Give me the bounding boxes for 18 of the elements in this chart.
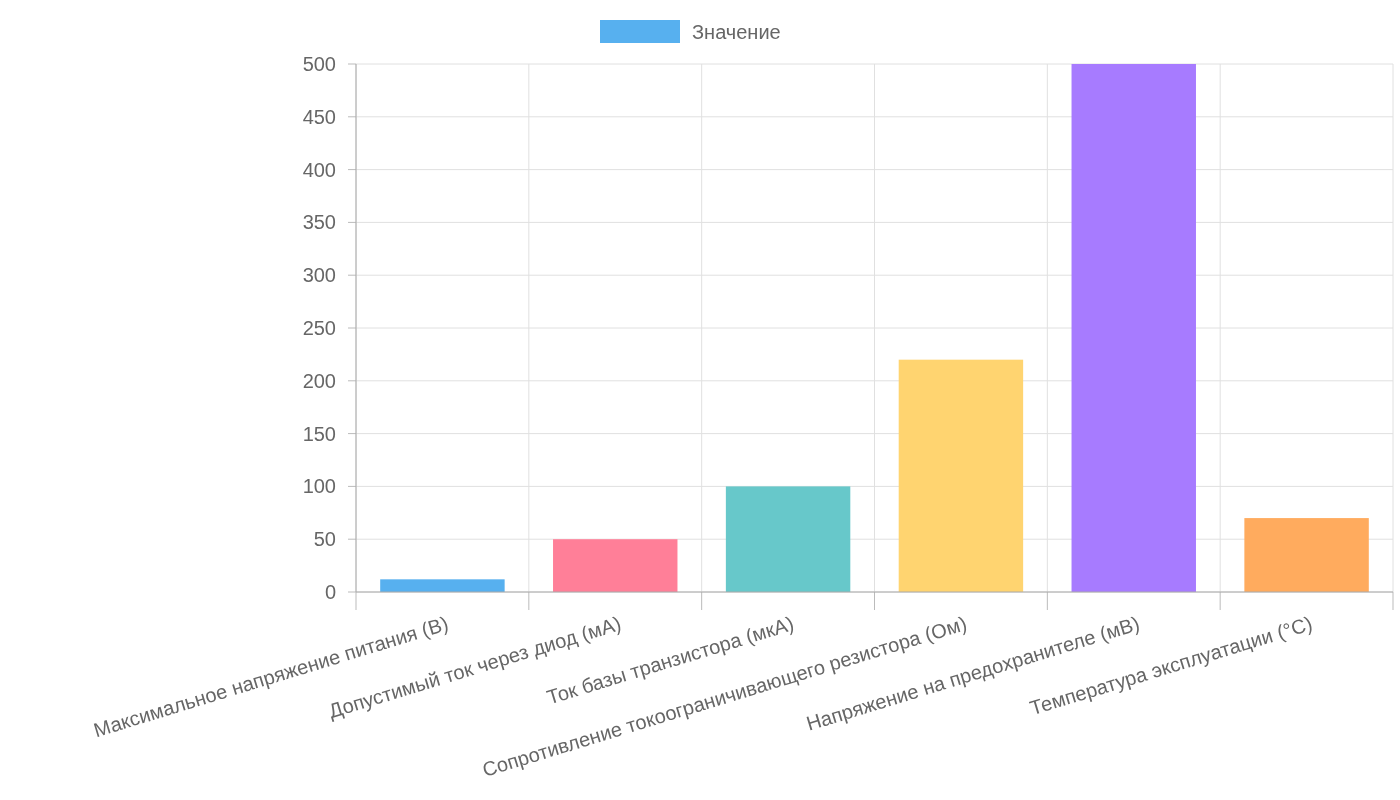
y-tick-label: 350: [302, 211, 336, 234]
y-tick-label: 50: [313, 528, 336, 551]
bar: [1244, 518, 1369, 592]
bar: [898, 359, 1024, 592]
y-tick-label: 250: [302, 317, 336, 339]
y-tick-label: 100: [302, 475, 336, 498]
y-tick-label: 0: [324, 581, 336, 603]
y-tick-label: 500: [302, 53, 336, 75]
bar: [1071, 64, 1196, 592]
y-tick-label: 150: [302, 422, 336, 445]
y-tick-label: 400: [302, 158, 336, 181]
bar: [553, 539, 678, 592]
y-tick-label: 450: [302, 105, 336, 128]
bar: [725, 486, 851, 592]
bar: [380, 579, 505, 592]
y-tick-label: 200: [302, 369, 336, 392]
legend-label: Значение: [692, 21, 781, 43]
y-tick-label: 300: [302, 264, 336, 287]
